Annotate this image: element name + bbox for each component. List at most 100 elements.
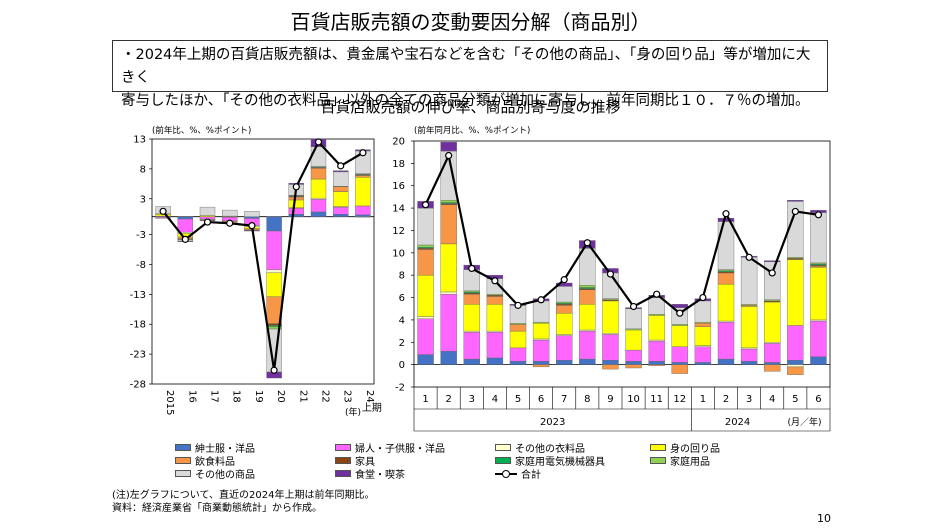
summary-line-1: ・2024年上期の百貨店販売額は、貴金属や宝石などを含む「その他の商品」、「身の… (121, 47, 811, 86)
bar-segment (694, 323, 712, 327)
bar-segment (333, 171, 349, 187)
bar-segment (440, 243, 457, 293)
bar-segment (579, 304, 596, 331)
bar-segment (579, 285, 596, 288)
total-point (537, 296, 545, 304)
bar-segment (671, 325, 688, 347)
bar-segment (787, 366, 804, 375)
x-tick-label: 19 (253, 390, 264, 403)
bar-segment (532, 300, 550, 323)
bar-segment (694, 326, 712, 346)
bar-segment (440, 293, 457, 352)
bar-segment (310, 146, 327, 167)
y-tick-label: 8 (399, 271, 405, 282)
page-number: 10 (817, 512, 831, 525)
y-tick-label: -3 (136, 230, 146, 241)
bar-segment (671, 346, 688, 363)
bar-segment (440, 351, 457, 365)
month-unit-label: (月／年) (788, 416, 822, 428)
total-point (445, 151, 453, 160)
legend-label: 合計 (521, 470, 541, 481)
y-tick-label: 16 (392, 181, 405, 192)
bar-segment (486, 357, 504, 365)
bar-segment (602, 334, 619, 361)
bar-segment (310, 211, 327, 217)
total-point (745, 253, 753, 261)
chart-subtitle: 百貨店販売額の伸び率、商品別寄与度の推移 (320, 98, 621, 116)
legend-swatch (175, 470, 191, 477)
bar-segment (463, 269, 480, 292)
bar-segment (579, 358, 596, 365)
y-tick-label: -18 (130, 320, 146, 331)
legend-label: その他の商品 (195, 470, 255, 481)
month-label: 11 (650, 394, 663, 405)
x-tick-label: 22 (320, 390, 331, 403)
legend-item: 飲食料品 (175, 453, 235, 468)
bar-segment (625, 329, 642, 351)
month-label: 1 (700, 394, 706, 405)
y-tick-label: 12 (392, 226, 405, 237)
legend-swatch (495, 444, 511, 451)
bar-segment (556, 286, 573, 303)
bar-segment (579, 248, 596, 286)
bar-segment (579, 289, 596, 305)
total-point (181, 235, 189, 243)
y-tick-label: 18 (392, 159, 405, 170)
bar-segment (333, 206, 349, 215)
bar-segment (810, 267, 827, 321)
bar-segment (671, 304, 688, 308)
bar-segment (787, 259, 804, 326)
bar-segment (355, 214, 371, 217)
month-label: 10 (627, 394, 640, 405)
total-point (606, 270, 615, 278)
legend-swatch (335, 457, 351, 464)
bar-segment (625, 349, 642, 362)
month-label: 3 (746, 394, 752, 405)
y-tick-label: -2 (395, 383, 405, 394)
x-tick-label: 17 (209, 390, 220, 403)
bar-segment (810, 212, 827, 264)
bar-segment (532, 364, 550, 368)
bar-segment (648, 364, 665, 366)
bar-segment (463, 304, 480, 332)
x-tick-label: 21 (297, 390, 308, 403)
bar-segment (625, 364, 642, 369)
footnote-line-1: (注)左グラフについて、直近の2024年上期は前年同期比。 (112, 490, 375, 501)
bar-segment (532, 339, 550, 362)
bar-segment (463, 332, 480, 360)
footnote: (注)左グラフについて、直近の2024年上期は前年同期比。 資料：経済産業省「商… (112, 489, 374, 515)
bar-segment (333, 186, 349, 192)
legend-item: 家庭用電気機械器具 (495, 453, 605, 468)
y-tick-label: -23 (130, 350, 146, 361)
bar-segment (787, 364, 804, 368)
legend-item: 婦人・子供服・洋品 (335, 440, 445, 455)
total-point (468, 264, 476, 273)
year-label-2024: 2024 (725, 417, 750, 428)
bar-segment (764, 301, 781, 343)
bar-segment (764, 261, 781, 300)
legend-swatch (175, 457, 191, 464)
bar-segment (625, 308, 642, 330)
bar-segment (717, 272, 735, 285)
bar-segment (717, 321, 735, 360)
bar-segment (355, 175, 371, 178)
bar-segment (694, 362, 712, 365)
bar-segment (810, 320, 827, 358)
total-point (226, 219, 234, 227)
y-tick-label: -13 (130, 290, 146, 301)
legend-label: 紳士服・洋品 (195, 444, 255, 455)
y-tick-label: 6 (399, 293, 405, 304)
x-tick-label: 23 (342, 390, 353, 403)
legend-swatch (495, 457, 511, 464)
year-label-2023: 2023 (540, 417, 565, 428)
legend-item: 食堂・喫茶 (335, 466, 405, 481)
legend-label: その他の衣料品 (515, 444, 585, 455)
total-point (722, 210, 730, 218)
bar-segment (764, 260, 781, 262)
legend-item: その他の衣料品 (495, 440, 585, 455)
x-unit-label: (年) (345, 406, 361, 418)
bar-segment (417, 274, 434, 317)
bar-segment (355, 177, 371, 207)
total-point (292, 183, 300, 191)
